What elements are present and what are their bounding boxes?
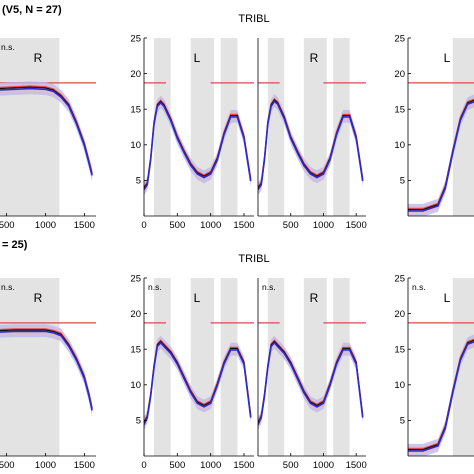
band-1 [303,278,327,456]
panel-plot-area [0,278,96,456]
x-tick-label: 1000 [200,220,221,231]
title-top: TRIBL [238,13,269,25]
x-tick-label: 1000 [313,460,334,471]
panel-plot-area [144,38,254,216]
x-tick-label: 500 [169,460,185,471]
region-label: R [310,51,319,65]
region-label: R [34,51,43,65]
panel-plot-area [408,38,474,216]
x-tick-label: 500 [169,220,185,231]
y-tick-label: 10 [394,380,405,391]
y-tick-label: 5 [136,416,141,427]
title-bottom: TRIBL [238,253,269,265]
y-tick-label: 15 [394,105,405,116]
band-0 [267,38,285,216]
series-line-blue [0,87,93,176]
y-tick-label: 10 [130,380,141,391]
y-tick-label: 25 [394,273,405,284]
y-tick-label: 15 [394,345,405,356]
y-tick-label: 15 [130,345,141,356]
x-tick-label: 500 [283,220,299,231]
x-tick-label: 1000 [313,220,334,231]
series-line-blue [144,341,252,426]
region-label: L [194,51,201,65]
band-0 [154,278,171,456]
x-tick-label: 1000 [35,220,56,231]
y-tick-label: 10 [130,140,141,151]
band-1 [190,278,214,456]
x-tick-label: 1500 [346,220,367,231]
y-tick-label: 25 [130,33,141,44]
band-0 [154,38,171,216]
region-label: R [34,291,43,305]
panel-0-2: 500 1000 1500 R [257,38,367,231]
panel-1-0: 500 1000 1500 Rn.s. [0,278,96,471]
band-0 [267,278,285,456]
series-line-blue [144,101,252,191]
ns-label: n.s. [1,282,15,292]
y-tick-label: 5 [400,176,405,187]
x-tick-label: 1500 [74,220,95,231]
x-tick-label: 0 [141,220,146,231]
y-tick-label: 5 [136,176,141,187]
band-0 [0,38,60,216]
region-label: L [444,291,451,305]
y-tick-label: 10 [394,140,405,151]
series-line-blue [258,100,364,191]
y-tick-label: 20 [394,309,405,320]
panel-plot-area [0,38,96,216]
panel-plot-area [144,278,254,456]
region-label: R [310,291,319,305]
ns-label: n.s. [412,282,426,292]
x-tick-label: 500 [0,220,15,231]
panel-1-2: 500 1000 1500 Rn.s. [257,278,367,471]
series-line-blue [258,341,364,426]
panel-plot-area [258,278,366,456]
x-tick-label: 500 [0,460,15,471]
series-line-blue [408,340,474,452]
band-0 [452,38,474,216]
panel-1-1: 0 500 1000 1500 5 10 15 20 25 Ln.s. [130,273,254,471]
panel-0-0: 500 1000 1500 Rn.s. [0,38,96,231]
y-tick-label: 5 [400,416,405,427]
x-tick-label: 1000 [200,460,221,471]
y-tick-label: 20 [130,69,141,80]
x-tick-label: 1000 [35,460,56,471]
x-tick-label: 1500 [233,460,254,471]
region-label: L [444,51,451,65]
y-tick-label: 25 [394,33,405,44]
band-0 [0,278,60,456]
ns-label: n.s. [262,282,276,292]
row-header-top: (V5, N = 27) [2,4,62,16]
y-tick-label: 15 [130,105,141,116]
y-tick-label: 25 [130,273,141,284]
y-tick-label: 20 [394,69,405,80]
x-tick-label: 0 [141,460,146,471]
ns-label: n.s. [1,42,15,52]
ns-label: n.s. [148,282,162,292]
x-tick-label: 1500 [74,460,95,471]
x-tick-label: 1500 [346,460,367,471]
region-label: L [194,291,201,305]
panel-plot-area [408,278,474,456]
x-tick-label: 500 [283,460,299,471]
band-0 [452,278,474,456]
row-header-bottom: = 25) [2,239,28,251]
y-tick-label: 20 [130,309,141,320]
panel-plot-area [258,38,366,216]
x-tick-label: 1500 [233,220,254,231]
series-line-blue [0,330,93,411]
panel-0-1: 0 500 1000 1500 5 10 15 20 25 L [130,33,254,231]
series-line-blue [408,100,474,212]
